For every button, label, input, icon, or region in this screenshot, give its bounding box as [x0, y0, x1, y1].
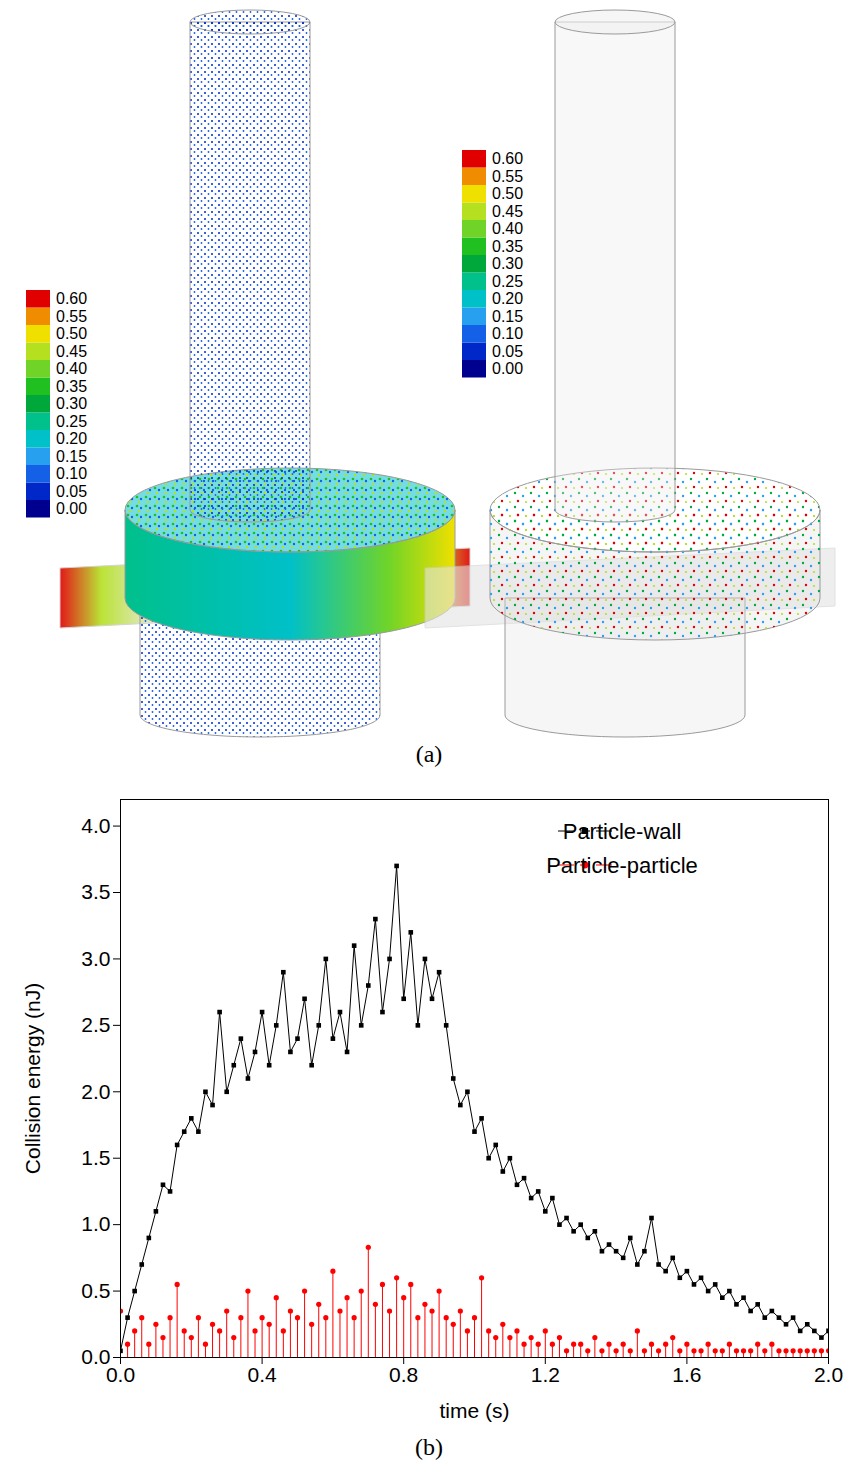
- svg-text:0.55: 0.55: [492, 168, 523, 185]
- svg-text:0.10: 0.10: [492, 325, 523, 342]
- svg-text:0.60: 0.60: [492, 150, 523, 167]
- svg-text:0.60: 0.60: [56, 290, 87, 307]
- svg-text:0.25: 0.25: [56, 413, 87, 430]
- html-text:(b): (b): [415, 1434, 443, 1460]
- svg-text:3.0: 3.0: [81, 947, 110, 970]
- svg-text:0.5: 0.5: [81, 1279, 110, 1302]
- svg-text:time (s): time (s): [440, 1399, 510, 1422]
- svg-text:0.45: 0.45: [56, 343, 87, 360]
- svg-text:Particle-particle: Particle-particle: [546, 853, 698, 878]
- svg-text:1.0: 1.0: [81, 1212, 110, 1235]
- svg-text:1.2: 1.2: [531, 1363, 560, 1386]
- svg-text:1.6: 1.6: [672, 1363, 701, 1386]
- svg-text:0.40: 0.40: [492, 220, 523, 237]
- svg-text:0.15: 0.15: [56, 448, 87, 465]
- svg-text:Collision energy (nJ): Collision energy (nJ): [21, 983, 44, 1174]
- svg-text:2.0: 2.0: [814, 1363, 843, 1386]
- svg-text:0.30: 0.30: [56, 395, 87, 412]
- svg-text:0.35: 0.35: [56, 378, 87, 395]
- svg-text:Particle-wall: Particle-wall: [563, 819, 682, 844]
- svg-text:0.20: 0.20: [56, 430, 87, 447]
- svg-text:0.8: 0.8: [389, 1363, 418, 1386]
- svg-text:0.00: 0.00: [492, 360, 523, 377]
- svg-text:1.5: 1.5: [81, 1146, 110, 1169]
- svg-text:0.00: 0.00: [56, 500, 87, 517]
- svg-text:3.5: 3.5: [81, 880, 110, 903]
- svg-text:0.20: 0.20: [492, 290, 523, 307]
- svg-text:0.50: 0.50: [56, 325, 87, 342]
- svg-text:0.05: 0.05: [56, 483, 87, 500]
- svg-text:0.0: 0.0: [81, 1345, 111, 1369]
- svg-text:0.30: 0.30: [492, 255, 523, 272]
- svg-text:4.0: 4.0: [81, 814, 110, 837]
- svg-text:(a): (a): [416, 741, 443, 767]
- svg-text:0.0: 0.0: [106, 1363, 135, 1386]
- svg-text:0.40: 0.40: [56, 360, 87, 377]
- svg-text:0.25: 0.25: [492, 273, 523, 290]
- svg-text:0.10: 0.10: [56, 465, 87, 482]
- svg-text:0.05: 0.05: [492, 343, 523, 360]
- svg-text:0.50: 0.50: [492, 185, 523, 202]
- svg-text:0.55: 0.55: [56, 308, 87, 325]
- svg-text:2.0: 2.0: [81, 1080, 110, 1103]
- svg-text:0.15: 0.15: [492, 308, 523, 325]
- svg-text:0.45: 0.45: [492, 203, 523, 220]
- svg-text:2.5: 2.5: [81, 1013, 110, 1036]
- svg-text:0.4: 0.4: [247, 1363, 277, 1386]
- svg-text:0.35: 0.35: [492, 238, 523, 255]
